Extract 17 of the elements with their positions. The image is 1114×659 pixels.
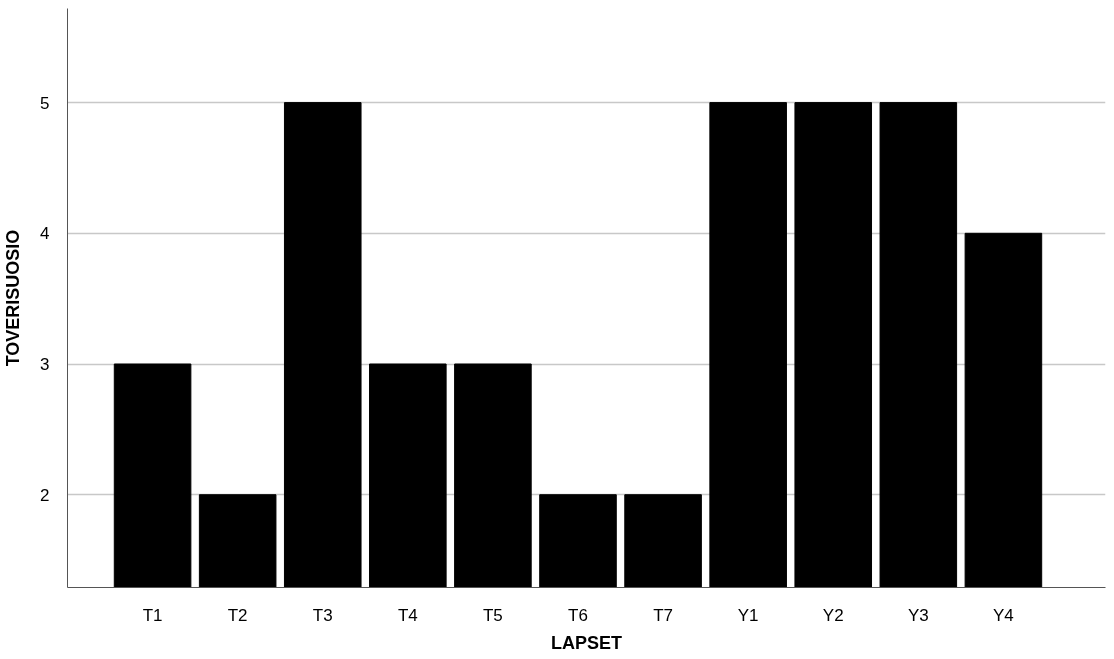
x-tick-label: T3 bbox=[312, 605, 333, 625]
x-tick-label: T1 bbox=[142, 605, 163, 625]
x-tick-label: Y4 bbox=[993, 605, 1014, 625]
y-tick-label: 2 bbox=[40, 485, 50, 505]
x-tick-label: T6 bbox=[568, 605, 588, 625]
x-tick-label: Y2 bbox=[822, 605, 844, 625]
x-tick-label: T5 bbox=[482, 605, 503, 625]
y-tick-label: 3 bbox=[40, 355, 50, 374]
x-tick-label: Y1 bbox=[737, 605, 759, 625]
x-tick-label: T7 bbox=[653, 605, 673, 625]
y-axis-title: TOVERISUOSIO bbox=[3, 229, 24, 367]
x-axis-title: LAPSET bbox=[551, 632, 623, 653]
x-tick-label: Y3 bbox=[907, 605, 929, 625]
y-tick-label: 5 bbox=[40, 93, 50, 113]
x-tick-label: T2 bbox=[227, 605, 248, 625]
y-tick-label: 4 bbox=[40, 224, 50, 244]
x-tick-label: T4 bbox=[397, 605, 418, 625]
